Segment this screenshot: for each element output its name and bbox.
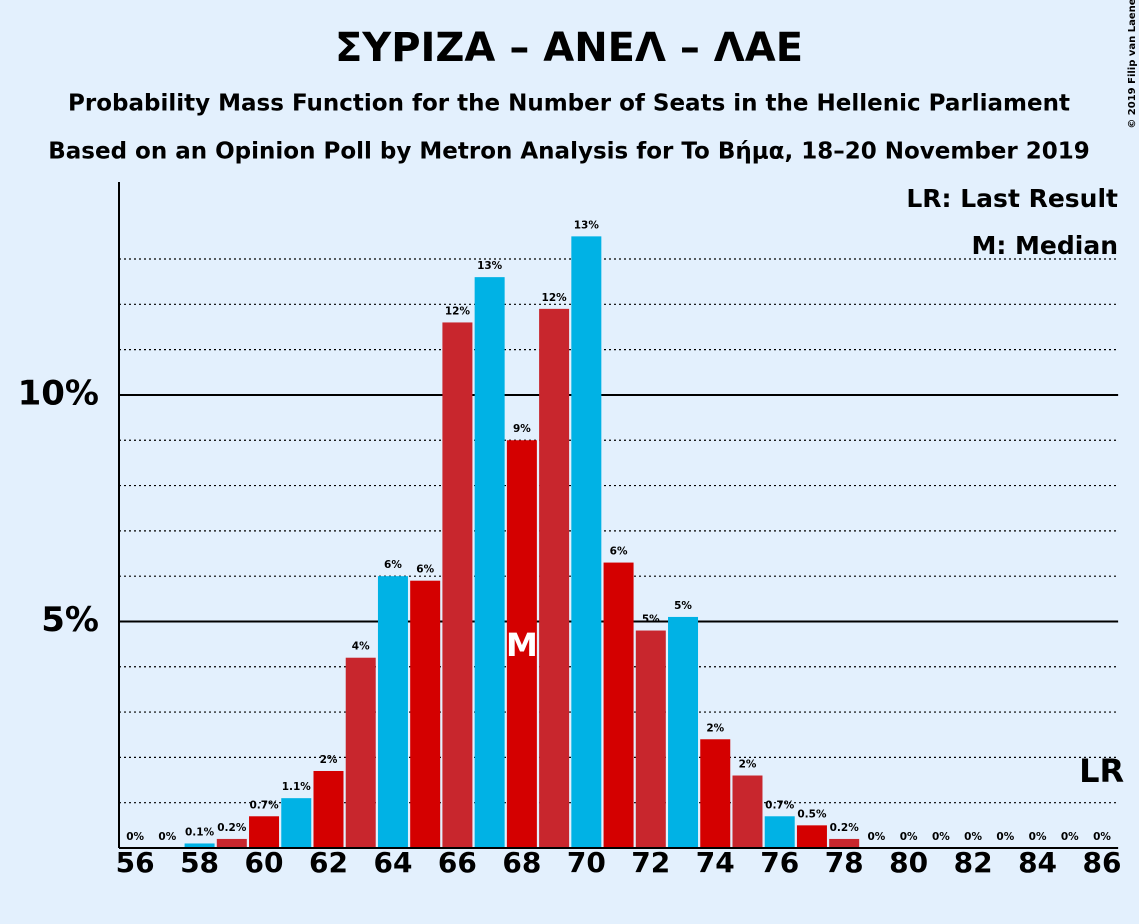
- legend-entry: LR: Last Result: [906, 184, 1118, 213]
- value-label: 13%: [574, 219, 600, 231]
- bar: [603, 562, 634, 848]
- value-label: 0%: [126, 831, 144, 843]
- value-label: 1.1%: [282, 781, 312, 793]
- value-label: 0.2%: [217, 822, 247, 834]
- value-label: 0.7%: [765, 799, 795, 811]
- chart-subtitle: Probability Mass Function for the Number…: [68, 91, 1070, 117]
- x-tick-label: 64: [373, 846, 412, 879]
- last-result-marker: LR: [1079, 752, 1124, 790]
- value-label: 6%: [610, 546, 628, 558]
- value-label: 0%: [1029, 831, 1047, 843]
- x-tick-label: 62: [309, 846, 348, 879]
- bar: [442, 322, 473, 848]
- y-tick-label: 5%: [41, 600, 99, 640]
- bar: [184, 843, 215, 848]
- value-label: 0%: [158, 831, 176, 843]
- bar: [571, 236, 602, 849]
- bar: [635, 630, 666, 848]
- y-tick-label: 10%: [18, 373, 99, 413]
- value-label: 0.5%: [797, 808, 827, 820]
- value-label: 0%: [900, 831, 918, 843]
- x-tick-label: 66: [438, 846, 477, 879]
- bar: [249, 816, 280, 848]
- value-label: 6%: [416, 564, 434, 576]
- x-tick-label: 60: [245, 846, 284, 879]
- value-label: 4%: [352, 641, 370, 653]
- value-label: 0.1%: [185, 826, 215, 838]
- x-tick-label: 82: [954, 846, 993, 879]
- x-tick-label: 86: [1083, 846, 1122, 879]
- bar: [216, 838, 247, 848]
- value-label: 0%: [1093, 831, 1111, 843]
- value-label: 2%: [706, 722, 724, 734]
- value-label: 9%: [513, 423, 531, 435]
- legend-entry: M: Median: [971, 231, 1118, 260]
- chart-subtitle: Based on an Opinion Poll by Metron Analy…: [48, 139, 1090, 165]
- bar: [829, 838, 860, 848]
- x-tick-label: 84: [1018, 846, 1057, 879]
- value-label: 13%: [477, 260, 503, 272]
- chart-title: ΣΥΡΙΖΑ – ΑΝΕΛ – ΛΑΕ: [335, 25, 803, 71]
- bar: [796, 825, 827, 848]
- bar: [700, 739, 731, 848]
- x-tick-label: 78: [825, 846, 864, 879]
- bar: [668, 616, 699, 848]
- bar: [377, 576, 408, 848]
- bar: [281, 798, 312, 848]
- value-label: 2%: [320, 754, 338, 766]
- value-label: 0%: [867, 831, 885, 843]
- value-label: 0%: [996, 831, 1014, 843]
- value-label: 6%: [384, 559, 402, 571]
- value-label: 5%: [642, 614, 660, 626]
- x-tick-label: 70: [567, 846, 606, 879]
- x-tick-label: 74: [696, 846, 735, 879]
- value-label: 0%: [964, 831, 982, 843]
- bar: [764, 816, 795, 848]
- bar: [474, 277, 505, 849]
- value-label: 0.2%: [830, 822, 860, 834]
- x-tick-label: 56: [116, 846, 155, 879]
- bar: [345, 657, 376, 848]
- value-label: 12%: [542, 292, 568, 304]
- value-label: 0%: [932, 831, 950, 843]
- x-tick-label: 68: [502, 846, 541, 879]
- bar: [506, 440, 537, 848]
- value-label: 0%: [1061, 831, 1079, 843]
- value-label: 12%: [445, 305, 471, 317]
- value-label: 0.7%: [249, 799, 279, 811]
- x-tick-label: 76: [760, 846, 799, 879]
- value-label: 2%: [739, 759, 757, 771]
- x-tick-label: 80: [889, 846, 928, 879]
- bar: [732, 775, 763, 848]
- value-label: 5%: [674, 600, 692, 612]
- x-tick-label: 58: [180, 846, 219, 879]
- copyright: © 2019 Filip van Laenen: [1127, 0, 1138, 129]
- bar: [313, 770, 344, 848]
- bar: [539, 308, 570, 848]
- bar: [410, 580, 441, 848]
- x-tick-label: 72: [631, 846, 670, 879]
- median-marker: M: [506, 626, 538, 664]
